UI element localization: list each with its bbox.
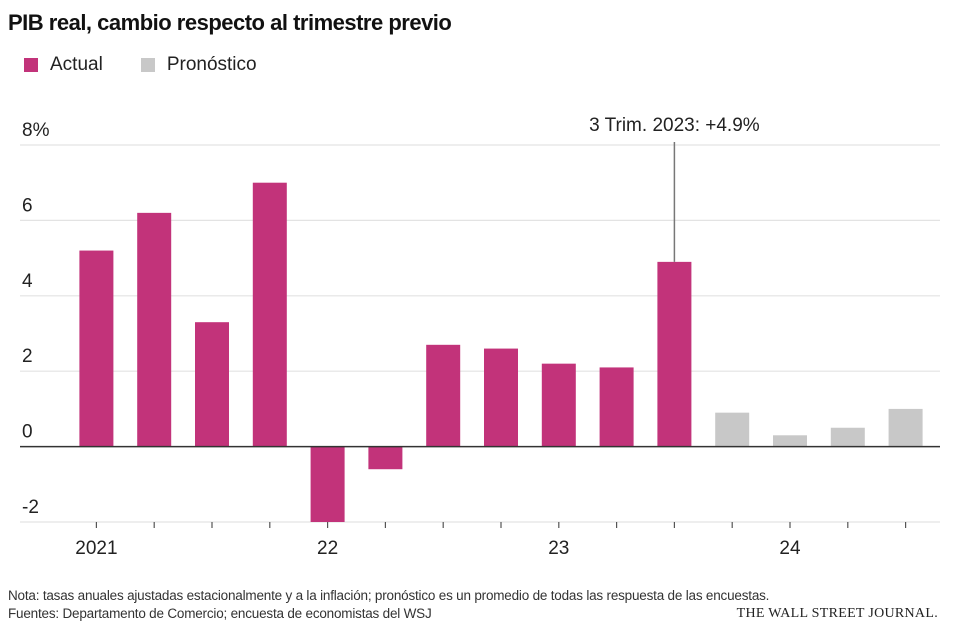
bar-forecast xyxy=(715,413,749,447)
y-tick-label: 0 xyxy=(22,422,33,443)
bar-actual xyxy=(311,447,345,522)
annotation-label: 3 Trim. 2023: +4.9% xyxy=(589,115,760,136)
y-tick-label: 6 xyxy=(22,195,33,216)
publisher-logo: THE WALL STREET JOURNAL. xyxy=(737,606,938,622)
bar-actual xyxy=(657,262,691,447)
bar-forecast xyxy=(773,435,807,446)
bar-actual xyxy=(79,251,113,447)
bar-chart: -202468%2021 22 23 243 Trim. 2023: +4.9% xyxy=(0,0,960,640)
bar-actual xyxy=(253,183,287,447)
y-tick-label: 2 xyxy=(22,346,33,367)
bar-actual xyxy=(484,349,518,447)
x-tick-label: 22 xyxy=(317,538,338,559)
x-tick-label: 2021 xyxy=(75,538,117,559)
bar-forecast xyxy=(831,428,865,447)
bar-actual xyxy=(195,322,229,446)
y-tick-label: 4 xyxy=(22,271,33,292)
footnote: Nota: tasas anuales ajustadas estacional… xyxy=(8,588,769,603)
x-tick-label: 23 xyxy=(548,538,569,559)
y-tick-label: -2 xyxy=(22,497,39,518)
x-tick-label: 24 xyxy=(779,538,801,559)
bar-actual xyxy=(542,364,576,447)
y-tick-label: 8% xyxy=(22,120,50,141)
bar-actual xyxy=(426,345,460,447)
bar-actual xyxy=(368,447,402,470)
bar-forecast xyxy=(889,409,923,447)
bar-actual xyxy=(137,213,171,447)
bar-actual xyxy=(600,367,634,446)
sources-note: Fuentes: Departamento de Comercio; encue… xyxy=(8,606,432,621)
